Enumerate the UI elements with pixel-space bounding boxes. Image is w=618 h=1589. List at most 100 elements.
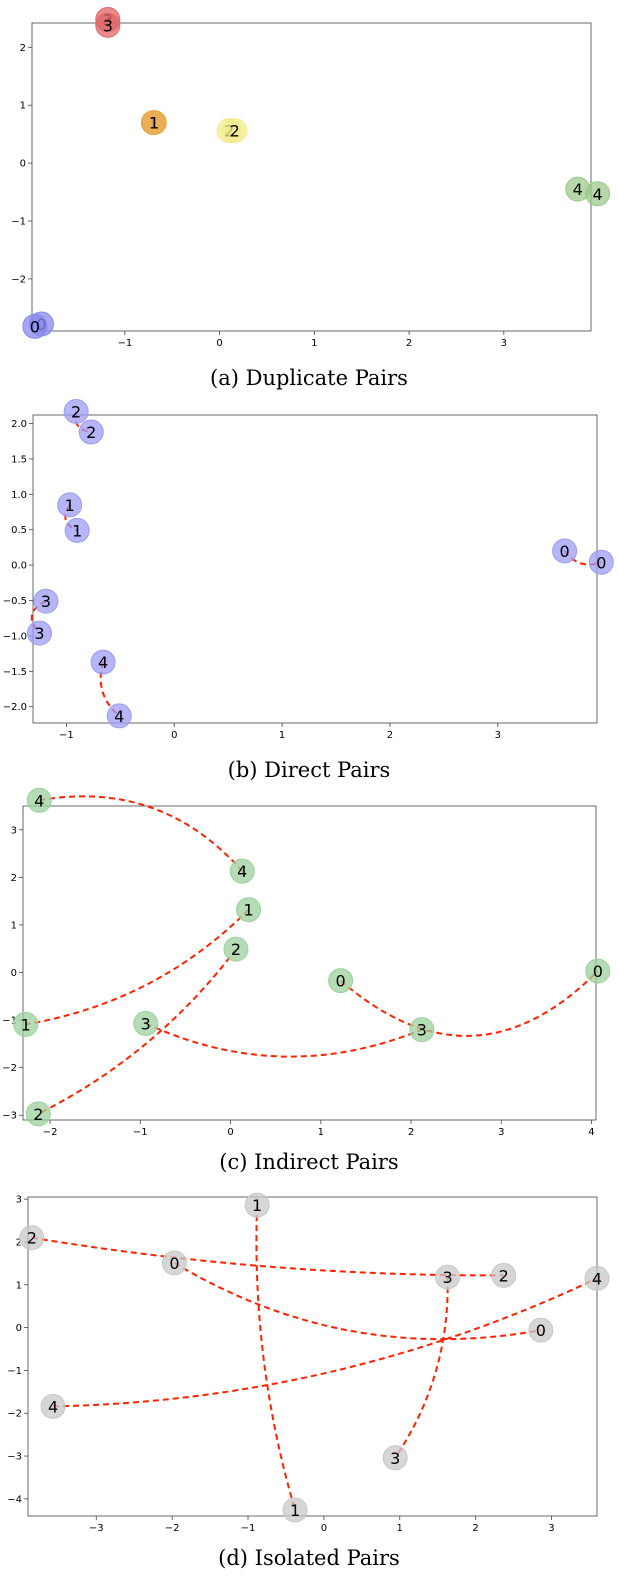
- point-label: 2: [230, 122, 240, 141]
- data-point: [33, 588, 59, 614]
- data-point: [435, 1264, 461, 1290]
- data-point: [78, 419, 104, 445]
- point-label: 2: [27, 1229, 37, 1248]
- pair-connector: [39, 795, 244, 872]
- y-tick-label: −1.0: [3, 631, 27, 642]
- point-label: 1: [243, 901, 253, 920]
- x-tick-label: 2: [387, 730, 393, 741]
- data-point: [491, 1262, 517, 1288]
- y-tick-label: −1: [11, 217, 26, 228]
- data-point: [106, 703, 132, 729]
- plot-frame: [32, 414, 598, 724]
- y-tick-label: 1: [11, 920, 17, 931]
- panel-caption: (d) Isolated Pairs: [218, 1546, 400, 1570]
- y-tick-label: 1.0: [11, 490, 27, 501]
- data-point: [236, 897, 262, 923]
- data-point: [409, 1017, 435, 1043]
- data-point: [588, 549, 614, 575]
- x-tick-label: 0: [216, 338, 222, 349]
- point-label: 4: [114, 707, 124, 726]
- point-label: 3: [41, 592, 51, 611]
- point-label: 1: [72, 521, 82, 540]
- point-label: 0: [169, 1254, 179, 1273]
- y-tick-label: 1.5: [11, 454, 27, 465]
- data-point: [26, 620, 52, 646]
- pair-connector: [394, 1277, 449, 1459]
- y-tick-label: −1.5: [3, 667, 27, 678]
- pair-connector: [173, 1262, 542, 1341]
- point-label: 4: [592, 1269, 602, 1288]
- data-point: [222, 118, 248, 144]
- point-label: 2: [499, 1266, 509, 1285]
- x-tick-label: 1: [279, 730, 285, 741]
- data-point: [585, 181, 611, 207]
- x-tick-label: 0: [227, 1127, 233, 1138]
- x-tick-label: 1: [311, 338, 317, 349]
- data-point: [161, 1250, 187, 1276]
- x-tick-label: 1: [318, 1127, 324, 1138]
- y-tick-label: −0.5: [3, 596, 27, 607]
- y-tick-label: −1: [2, 1016, 17, 1027]
- data-point: [19, 1225, 45, 1251]
- point-label: 4: [98, 653, 108, 672]
- pair-connector: [145, 1022, 423, 1058]
- x-tick-label: 2: [406, 338, 412, 349]
- data-point: [244, 1192, 270, 1218]
- plot-frame: [27, 1196, 598, 1517]
- point-label: 4: [237, 862, 247, 881]
- point-label: 4: [593, 185, 603, 204]
- x-tick-label: −1: [133, 1127, 148, 1138]
- y-tick-label: 0: [16, 1323, 22, 1334]
- point-label: 1: [252, 1196, 262, 1215]
- data-point: [25, 1101, 51, 1127]
- point-label: 3: [141, 1014, 151, 1033]
- data-point: [22, 313, 48, 339]
- x-tick-label: 3: [501, 338, 507, 349]
- point-label: 0: [560, 542, 570, 561]
- data-point: [552, 538, 578, 564]
- y-tick-label: −4: [7, 1494, 22, 1505]
- data-point: [585, 958, 611, 984]
- plot-frame: [22, 805, 597, 1121]
- y-tick-label: 1: [20, 101, 26, 112]
- y-tick-label: 2.0: [11, 419, 27, 430]
- x-tick-label: 0: [171, 730, 177, 741]
- data-point: [133, 1010, 159, 1036]
- pair-connector: [53, 1277, 598, 1408]
- y-tick-label: −2: [11, 274, 26, 285]
- x-tick-label: 2: [408, 1127, 414, 1138]
- point-label: 0: [30, 317, 40, 336]
- y-tick-label: 2: [16, 1237, 22, 1248]
- point-label: 0: [536, 1321, 546, 1340]
- x-tick-label: −3: [89, 1523, 104, 1534]
- x-tick-label: −1: [59, 730, 74, 741]
- x-tick-label: −2: [43, 1127, 58, 1138]
- y-tick-label: −3: [7, 1452, 22, 1463]
- data-point: [328, 968, 354, 994]
- y-tick-label: 2: [20, 43, 26, 54]
- y-tick-label: 0.5: [11, 525, 27, 536]
- x-tick-label: 3: [548, 1523, 554, 1534]
- point-label: 1: [290, 1501, 300, 1520]
- point-label: 3: [417, 1021, 427, 1040]
- y-tick-label: 0.0: [11, 561, 27, 572]
- data-point: [223, 936, 249, 962]
- y-tick-label: 3: [16, 1195, 22, 1206]
- panel-caption: (a) Duplicate Pairs: [210, 366, 408, 390]
- data-point: [57, 492, 83, 518]
- panel-caption: (b) Direct Pairs: [228, 758, 391, 782]
- pair-connector: [37, 948, 237, 1115]
- data-point: [95, 12, 121, 38]
- x-tick-label: −2: [165, 1523, 180, 1534]
- plot-frame: [31, 22, 592, 332]
- y-tick-label: −2: [7, 1409, 22, 1420]
- pair-connector: [31, 1236, 504, 1277]
- data-point: [141, 110, 167, 136]
- y-tick-label: 0: [11, 968, 17, 979]
- y-tick-label: 3: [11, 825, 17, 836]
- y-tick-label: 1: [16, 1280, 22, 1291]
- y-tick-label: 0: [20, 159, 26, 170]
- data-point: [26, 787, 52, 813]
